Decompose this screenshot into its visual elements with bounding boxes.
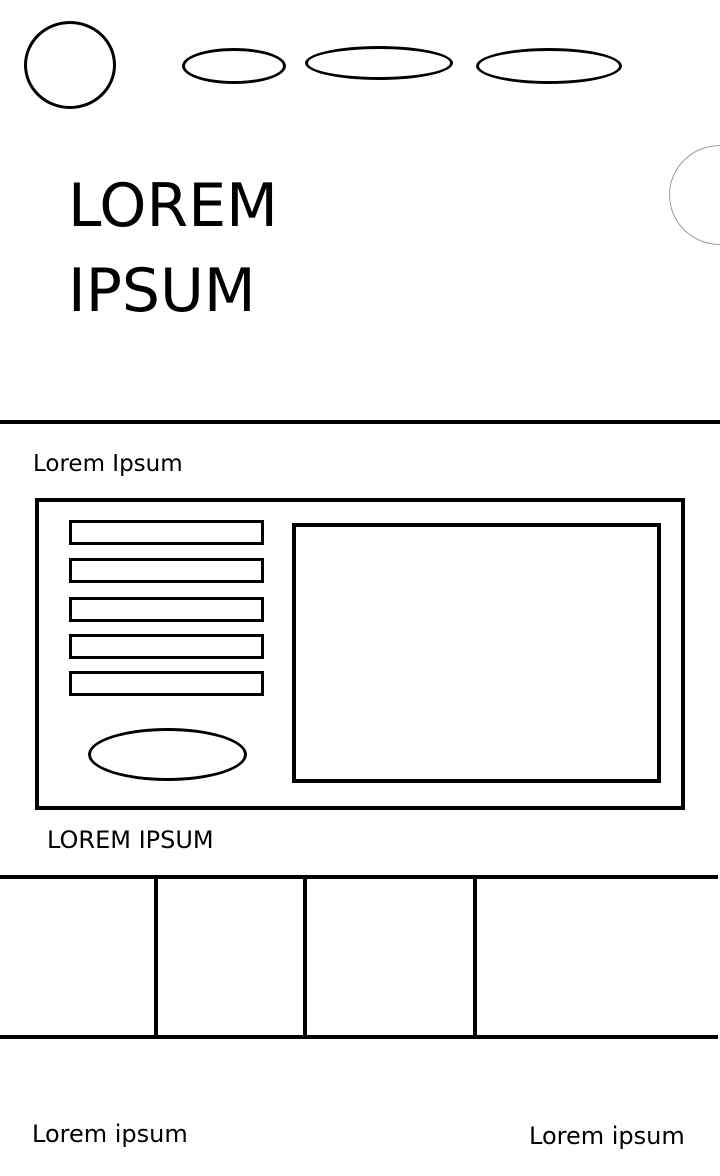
footer-link-left[interactable]: Lorem ipsum bbox=[32, 1120, 188, 1148]
form-input-3[interactable] bbox=[69, 597, 264, 622]
preview-panel bbox=[292, 523, 661, 783]
nav-button-3[interactable] bbox=[476, 48, 622, 84]
section-divider-top bbox=[0, 420, 720, 424]
hero-title-line-2: IPSUM bbox=[68, 256, 256, 326]
strip-cell-2[interactable] bbox=[158, 879, 303, 1035]
footer-link-right[interactable]: Lorem ipsum bbox=[529, 1122, 685, 1150]
strip-divider-bottom bbox=[0, 1035, 718, 1039]
strip-cell-4[interactable] bbox=[477, 879, 718, 1035]
section-label: Lorem Ipsum bbox=[33, 451, 183, 477]
strip-cell-1[interactable] bbox=[0, 879, 154, 1035]
nav-button-2[interactable] bbox=[305, 46, 453, 80]
strip-separator-3 bbox=[473, 877, 477, 1037]
strip-divider-top bbox=[0, 875, 718, 879]
strip-separator-1 bbox=[154, 877, 158, 1037]
hero-title-line-1: LOREM bbox=[68, 171, 278, 241]
strip-separator-2 bbox=[303, 877, 307, 1037]
submit-button[interactable] bbox=[88, 728, 247, 781]
form-input-1[interactable] bbox=[69, 520, 264, 545]
form-input-2[interactable] bbox=[69, 558, 264, 583]
form-card bbox=[35, 498, 685, 810]
side-circle-button[interactable] bbox=[669, 145, 720, 245]
logo-placeholder[interactable] bbox=[24, 21, 116, 109]
form-caption: LOREM IPSUM bbox=[47, 826, 214, 854]
form-input-4[interactable] bbox=[69, 634, 264, 659]
strip-cell-3[interactable] bbox=[307, 879, 473, 1035]
form-input-5[interactable] bbox=[69, 671, 264, 696]
hero-title: LOREM IPSUM bbox=[68, 164, 428, 334]
nav-button-1[interactable] bbox=[182, 48, 286, 84]
